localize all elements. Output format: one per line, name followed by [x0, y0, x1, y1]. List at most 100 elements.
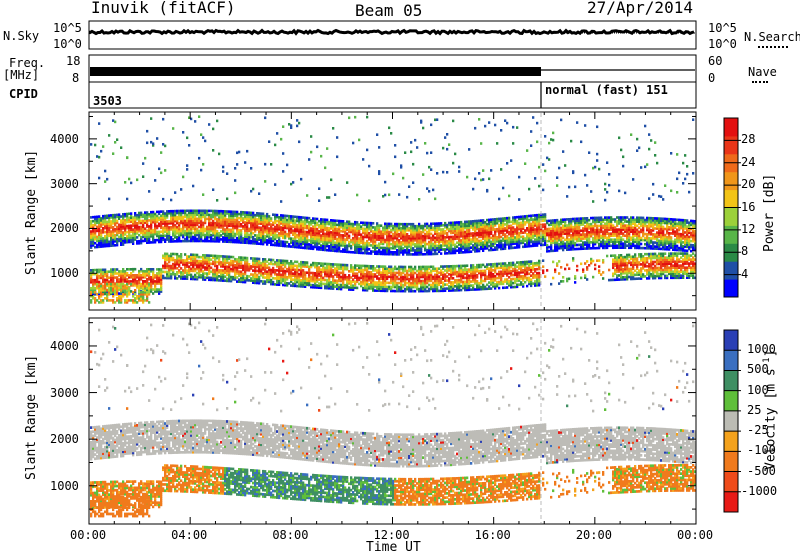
scatter-cell: [234, 192, 236, 195]
scatter-cell: [280, 274, 282, 277]
scatter-cell: [198, 157, 200, 160]
scatter-cell: [282, 152, 284, 155]
scatter-cell: [166, 271, 168, 274]
scatter-cell: [244, 211, 246, 214]
scatter-cell: [440, 277, 442, 280]
scatter-cell: [284, 260, 286, 263]
scatter-cell: [408, 249, 410, 252]
scatter-cell: [110, 214, 112, 217]
scatter-cell: [94, 269, 96, 272]
scatter-cell: [230, 229, 232, 232]
scatter-cell: [246, 275, 248, 278]
scatter-cell: [250, 265, 252, 268]
scatter-cell: [226, 266, 228, 269]
scatter-cell: [244, 277, 246, 280]
scatter-cell: [98, 285, 100, 288]
scatter-cell: [340, 234, 342, 237]
scatter-cell: [344, 222, 346, 225]
scatter-cell: [340, 220, 342, 223]
scatter-cell: [156, 211, 158, 214]
scatter-cell: [456, 271, 458, 274]
scatter-cell: [394, 223, 396, 226]
scatter-cell: [292, 238, 294, 241]
scatter-cell: [318, 278, 320, 281]
scatter-cell: [176, 267, 178, 270]
scatter-cell: [212, 261, 214, 264]
scatter-cell: [336, 136, 338, 139]
scatter-cell: [100, 150, 102, 153]
scatter-cell: [112, 295, 114, 298]
scatter-cell: [376, 244, 378, 247]
scatter-cell: [112, 226, 114, 229]
scatter-cell: [292, 215, 294, 218]
scatter-cell: [268, 267, 270, 270]
scatter-cell: [380, 265, 382, 268]
scatter-cell: [232, 276, 234, 279]
scatter-cell: [380, 224, 382, 227]
scatter-cell: [104, 297, 106, 300]
scatter-cell: [236, 258, 238, 261]
scatter-cell: [424, 253, 426, 256]
scatter-cell: [468, 274, 470, 277]
scatter-cell: [378, 243, 380, 246]
scatter-cell: [180, 228, 182, 231]
scatter-cell: [432, 243, 434, 246]
scatter-cell: [436, 118, 438, 121]
scatter-cell: [204, 234, 206, 237]
scatter-cell: [114, 214, 116, 217]
scatter-cell: [210, 271, 212, 274]
scatter-cell: [136, 295, 138, 298]
scatter-cell: [200, 256, 202, 259]
scatter-cell: [442, 248, 444, 251]
scatter-cell: [412, 253, 414, 256]
scatter-cell: [354, 116, 356, 119]
scatter-cell: [170, 210, 172, 213]
scatter-cell: [306, 261, 308, 264]
scatter-cell: [412, 163, 414, 166]
scatter-cell: [128, 280, 130, 283]
scatter-cell: [280, 240, 282, 243]
scatter-cell: [440, 222, 442, 225]
scatter-cell: [470, 284, 472, 287]
scatter-cell: [162, 275, 164, 278]
scatter-cell: [208, 240, 210, 243]
scatter-cell: [186, 137, 188, 140]
scatter-cell: [398, 233, 400, 236]
scatter-cell: [272, 277, 274, 280]
scatter-cell: [452, 281, 454, 284]
scatter-cell: [436, 222, 438, 225]
scatter-cell: [400, 223, 402, 226]
scatter-cell: [130, 212, 132, 215]
scatter-cell: [318, 199, 320, 202]
scatter-cell: [464, 221, 466, 224]
scatter-cell: [432, 282, 434, 285]
scatter-cell: [98, 177, 100, 180]
scatter-cell: [312, 246, 314, 249]
scatter-cell: [322, 283, 324, 286]
scatter-cell: [222, 210, 224, 213]
scatter-cell: [164, 234, 166, 237]
scatter-cell: [232, 211, 234, 214]
scatter-cell: [102, 237, 104, 240]
scatter-cell: [144, 157, 146, 160]
scatter-cell: [444, 283, 446, 286]
scatter-cell: [370, 234, 372, 237]
scatter-cell: [224, 255, 226, 258]
scatter-cell: [196, 276, 198, 279]
scatter-cell: [190, 210, 192, 213]
scatter-cell: [372, 230, 374, 233]
scatter-cell: [162, 271, 164, 274]
scatter-cell: [446, 265, 448, 268]
scatter-cell: [106, 221, 108, 224]
scatter-cell: [460, 221, 462, 224]
scatter-cell: [134, 212, 136, 215]
scatter-cell: [138, 285, 140, 288]
scatter-cell: [224, 210, 226, 213]
scatter-cell: [156, 239, 158, 242]
scatter-cell: [398, 266, 400, 269]
scatter-cell: [114, 282, 116, 285]
scatter-cell: [238, 151, 240, 154]
scatter-cell: [146, 142, 148, 145]
scatter-cell: [184, 210, 186, 213]
